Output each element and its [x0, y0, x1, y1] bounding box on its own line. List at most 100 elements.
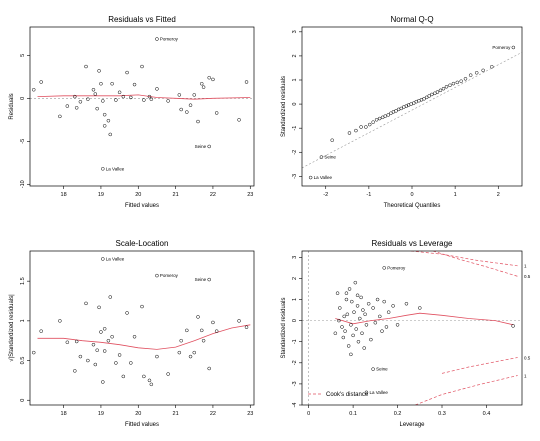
sl-xlabel: Fitted values: [125, 422, 159, 428]
rvf-smooth-line: [37, 94, 251, 100]
rvf-point: [244, 80, 249, 84]
rvl-xtick-label: 0: [307, 411, 310, 417]
rvl-ylabel: Standardized residuals: [281, 297, 287, 358]
rvf-point-label: Seine: [195, 144, 207, 149]
sl-point: [149, 382, 154, 387]
rvf-point: [114, 98, 118, 102]
sl-point: [244, 325, 249, 329]
rvf-point: [155, 87, 159, 91]
rvl-point: [371, 367, 375, 371]
sl-point: [201, 338, 206, 343]
qq-point: [459, 79, 463, 83]
rvl-panel: Residuals vs Leverage 0 0.1 0.2 0.3 0.4 -4 -3 -2…: [281, 239, 531, 428]
rvl-point: [354, 327, 358, 331]
rvl-point: [346, 344, 351, 348]
rvf-xlabel: Fitted values: [125, 203, 159, 209]
qq-point: [455, 80, 460, 85]
qq-point: [394, 109, 398, 113]
sl-point: [58, 319, 62, 323]
rvl-point: [342, 314, 346, 319]
rvf-point: [108, 132, 113, 137]
rvl-ytick-label: 2: [292, 277, 298, 280]
qq-frame: [301, 26, 523, 187]
rvf-xtick-label: 19: [98, 192, 104, 198]
sl-point: [192, 350, 197, 355]
sl-xtick-label: 22: [210, 411, 216, 417]
rvl-point: [386, 310, 391, 314]
sl-point: [99, 330, 103, 334]
rvl-point: [373, 320, 378, 325]
qq-point: [330, 138, 334, 142]
qq-xtick-label: -2: [323, 192, 328, 198]
rvf-point: [65, 104, 70, 108]
cook-contour-line: [441, 357, 518, 374]
rvf-point-label: Pomeroy: [160, 37, 179, 42]
rvf-point: [177, 93, 182, 97]
sl-point: [199, 328, 204, 333]
sl-point: [39, 329, 43, 333]
rvf-point: [84, 64, 88, 69]
sl-point: [129, 361, 133, 365]
sl-ytick-label: 1: [20, 319, 26, 322]
rvf-point: [166, 99, 170, 103]
qq-point: [367, 122, 372, 127]
rvf-point: [237, 118, 241, 122]
rvl-point: [343, 329, 347, 333]
qq-ytick-label: 3: [292, 30, 298, 33]
qq-ytick-label: 0: [292, 103, 298, 106]
sl-point: [95, 348, 99, 352]
cook-contour-line: [410, 251, 518, 267]
rvl-xtick-label: 0.1: [349, 411, 357, 417]
rvl-xtick-label: 0.3: [438, 411, 446, 417]
rvf-point: [39, 80, 43, 84]
rvl-point: [344, 291, 349, 295]
rvf-point: [95, 106, 99, 111]
rvf-panel: Residuals vs Fitted 18 19 20 21 22 23 -10 -5 0 5 Fi…: [9, 15, 255, 209]
qq-ytick-label: -3: [292, 174, 298, 179]
rvf-point: [192, 93, 197, 97]
rvl-point: [359, 295, 363, 300]
sl-xtick-label: 18: [61, 411, 67, 417]
sl-point: [97, 305, 101, 310]
qq-ytick-label: 1: [292, 78, 298, 81]
qq-xtick-label: -1: [366, 192, 371, 198]
qq-point: [438, 88, 443, 93]
qq-ytick-label: -2: [292, 150, 298, 155]
rvf-point: [101, 167, 105, 171]
rvf-point: [140, 64, 144, 69]
rvl-point: [356, 339, 361, 344]
qq-point: [359, 125, 363, 129]
rvf-ylabel: Residuals: [9, 93, 15, 119]
qq-point: [404, 104, 409, 108]
sl-point: [65, 340, 70, 345]
rvf-xtick-label: 22: [210, 192, 216, 198]
rvf-point: [106, 118, 111, 123]
rvf-point: [199, 81, 204, 86]
rvl-point: [355, 293, 360, 298]
qq-panel: Normal Q-Q -2 -1 0 1 2 -3 -2 -1 0 1 2 3 Theoretical Q…: [281, 15, 523, 209]
qq-point: [347, 131, 352, 135]
sl-xtick-label: 23: [247, 411, 253, 417]
rvl-point: [349, 323, 353, 327]
sl-point: [102, 349, 107, 353]
rvl-point-label: La Vallee: [369, 390, 388, 395]
rvl-point: [337, 318, 341, 323]
rvf-point: [188, 103, 193, 107]
rvf-point: [102, 124, 107, 128]
rvl-ytick-label: -2: [292, 360, 298, 365]
qq-point: [444, 84, 449, 89]
rvf-ytick-label: -5: [20, 139, 26, 144]
sl-point: [166, 372, 170, 376]
cook-contour-label: 1: [524, 373, 527, 378]
rvf-point: [86, 97, 90, 101]
rvl-ytick-label: -3: [292, 381, 298, 386]
qq-ylabel: Standardized residuals: [281, 76, 287, 137]
rvl-point: [350, 299, 354, 304]
cook-contour-label: 1: [524, 264, 527, 269]
cook-contour-line: [432, 251, 518, 277]
cook-contour-label: 0.5: [524, 274, 531, 279]
qq-point: [319, 155, 324, 159]
rvl-point: [511, 324, 515, 328]
sl-point: [142, 374, 146, 379]
sl-ytick-label: 0.5: [20, 357, 26, 365]
